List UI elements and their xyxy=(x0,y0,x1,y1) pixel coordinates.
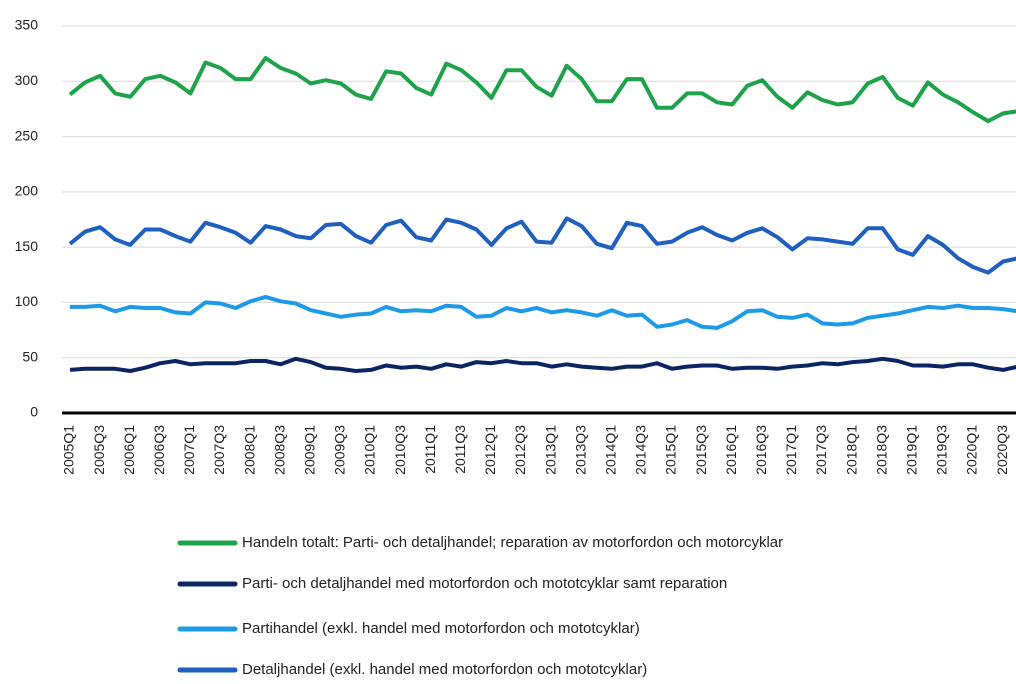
grid xyxy=(62,25,1016,415)
y-tick-label: 350 xyxy=(15,17,39,33)
x-tick-label: 2012Q3 xyxy=(512,425,528,475)
legend-label: Handeln totalt: Parti- och detaljhandel;… xyxy=(242,534,783,551)
series-line xyxy=(68,216,1016,275)
axis-labels: 0 50 100 150 200 250 300 350 2005Q1 2005Q3 2006Q1 2… xyxy=(15,17,1010,475)
x-tick-label: 2019Q1 xyxy=(904,425,920,475)
y-tick-label: 50 xyxy=(22,348,38,364)
x-tick-label: 2006Q1 xyxy=(121,425,137,475)
x-tick-label: 2019Q3 xyxy=(934,425,950,475)
x-tick-label: 2018Q3 xyxy=(873,425,889,475)
x-tick-label: 2020Q1 xyxy=(964,425,980,475)
x-tick-label: 2013Q3 xyxy=(572,425,588,475)
x-tick-label: 2007Q1 xyxy=(181,425,197,475)
x-tick-label: 2008Q1 xyxy=(241,425,257,475)
series-line xyxy=(68,56,1016,124)
series-line xyxy=(69,356,1016,373)
x-tick-label: 2017Q1 xyxy=(783,425,799,475)
series-line xyxy=(70,294,1016,330)
y-tick-label: 250 xyxy=(15,127,39,143)
x-tick-label: 2015Q1 xyxy=(663,425,679,475)
legend-label: Parti- och detaljhandel med motorfordon … xyxy=(242,575,727,592)
y-tick-label: 200 xyxy=(15,183,39,199)
x-tick-label: 2016Q3 xyxy=(753,425,769,475)
x-tick-label: 2018Q1 xyxy=(843,425,859,475)
y-tick-label: 0 xyxy=(30,404,38,420)
x-tick-label: 2007Q3 xyxy=(211,425,227,475)
x-tick-label: 2006Q3 xyxy=(151,425,167,475)
x-tick-label: 2014Q3 xyxy=(633,425,649,475)
legend: Handeln totalt: Parti- och detaljhandel;… xyxy=(177,534,783,678)
x-tick-label: 2015Q3 xyxy=(693,425,709,475)
x-tick-label: 2013Q1 xyxy=(542,425,558,475)
x-tick-label: 2005Q3 xyxy=(91,425,107,475)
x-tick-label: 2014Q1 xyxy=(603,425,619,475)
x-tick-label: 2010Q1 xyxy=(362,425,378,475)
x-tick-label: 2020Q3 xyxy=(994,425,1010,475)
legend-label: Partihandel (exkl. handel med motorfordo… xyxy=(242,620,640,637)
x-tick-label: 2011Q1 xyxy=(422,425,438,474)
legend-label: Detaljhandel (exkl. handel med motorford… xyxy=(242,661,647,678)
y-tick-label: 100 xyxy=(15,293,39,309)
y-tick-label: 150 xyxy=(15,238,39,254)
x-tick-label: 2016Q1 xyxy=(723,425,739,475)
x-tick-label: 2010Q3 xyxy=(392,425,408,475)
y-tick-label: 300 xyxy=(15,72,39,88)
x-tick-label: 2009Q3 xyxy=(332,425,348,475)
x-tick-label: 2011Q3 xyxy=(452,425,468,474)
x-tick-label: 2005Q1 xyxy=(61,425,77,475)
x-tick-label: 2012Q1 xyxy=(482,425,498,475)
x-tick-label: 2017Q3 xyxy=(813,425,829,475)
x-tick-label: 2009Q1 xyxy=(302,425,318,475)
x-tick-label: 2008Q3 xyxy=(271,425,287,475)
plot xyxy=(68,56,1016,373)
